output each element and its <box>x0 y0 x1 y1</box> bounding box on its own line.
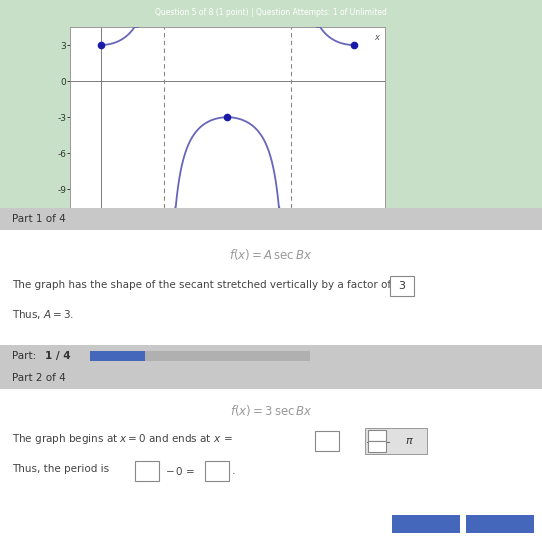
Text: Thus, the period is: Thus, the period is <box>12 464 109 474</box>
Bar <box>135 460 159 480</box>
Text: .: . <box>232 466 236 475</box>
Text: $-\,0\,=$: $-\,0\,=$ <box>165 465 195 476</box>
Text: 1 / 4: 1 / 4 <box>45 350 70 361</box>
Bar <box>90 350 145 361</box>
Bar <box>0 367 542 389</box>
Text: $f(x) = A\,\mathrm{sec}\,Bx$: $f(x) = A\,\mathrm{sec}\,Bx$ <box>229 247 313 262</box>
Text: $f(x) = 3\,\mathrm{sec}\,Bx$: $f(x) = 3\,\mathrm{sec}\,Bx$ <box>230 403 312 418</box>
Bar <box>145 350 310 361</box>
Bar <box>392 515 460 533</box>
Bar <box>315 431 339 451</box>
Bar <box>466 515 534 533</box>
Bar <box>0 344 542 367</box>
Text: Part:: Part: <box>12 350 36 361</box>
Text: The graph begins at $x=0$ and ends at $x\,=$: The graph begins at $x=0$ and ends at $x… <box>12 432 233 446</box>
Text: Part 2 of 4: Part 2 of 4 <box>12 372 66 383</box>
Bar <box>205 460 229 480</box>
Bar <box>368 440 386 452</box>
Bar <box>0 389 542 539</box>
Text: Question 5 of 8 (1 point) | Question Attempts: 1 of Unlimited: Question 5 of 8 (1 point) | Question Att… <box>155 8 387 17</box>
Text: Thus, $A = 3$.: Thus, $A = 3$. <box>12 308 74 321</box>
Text: 3: 3 <box>398 280 405 291</box>
Bar <box>365 427 427 453</box>
Text: The graph has the shape of the secant stretched vertically by a factor of: The graph has the shape of the secant st… <box>12 280 391 289</box>
Bar <box>390 275 414 295</box>
Bar <box>0 208 542 230</box>
Text: x: x <box>374 33 379 42</box>
Text: $\pi$: $\pi$ <box>404 436 414 446</box>
Text: Part 1 of 4: Part 1 of 4 <box>12 213 66 224</box>
Bar <box>0 230 542 344</box>
Bar <box>368 430 386 440</box>
